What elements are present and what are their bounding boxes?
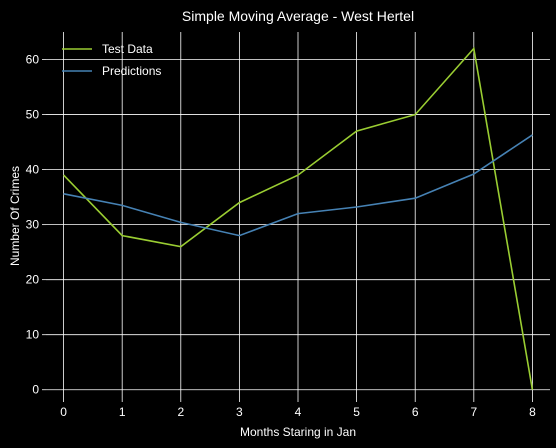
grid — [46, 32, 550, 398]
y-axis-ticks: 0 10 20 30 40 50 60 — [26, 53, 46, 397]
x-tick-label: 0 — [60, 405, 67, 419]
y-tick-label: 30 — [26, 218, 40, 232]
x-tick-label: 2 — [177, 405, 184, 419]
x-tick-label: 5 — [353, 405, 360, 419]
x-tick-label: 7 — [470, 405, 477, 419]
y-tick-label: 10 — [26, 328, 40, 342]
series-layer — [63, 46, 534, 390]
y-tick-label: 50 — [26, 108, 40, 122]
series-line-test-data — [63, 46, 534, 390]
y-tick-label: 0 — [32, 383, 39, 397]
x-tick-label: 3 — [236, 405, 243, 419]
x-tick-label: 4 — [295, 405, 302, 419]
y-tick-label: 60 — [26, 53, 40, 67]
chart-title: Simple Moving Average - West Hertel — [182, 8, 414, 24]
x-tick-label: 8 — [529, 405, 536, 419]
y-tick-label: 40 — [26, 163, 40, 177]
x-axis-ticks: 0 1 2 3 4 5 6 7 8 — [60, 398, 536, 419]
series-line-predictions — [63, 134, 533, 237]
legend-entry-label: Predictions — [102, 64, 161, 78]
legend-entry-label: Test Data — [102, 42, 153, 56]
legend: Test Data Predictions — [62, 42, 161, 78]
y-axis-label: Number Of Crimes — [8, 166, 22, 266]
y-tick-label: 20 — [26, 273, 40, 287]
x-tick-label: 1 — [119, 405, 126, 419]
x-tick-label: 6 — [412, 405, 419, 419]
x-axis-label: Months Staring in Jan — [240, 425, 356, 439]
